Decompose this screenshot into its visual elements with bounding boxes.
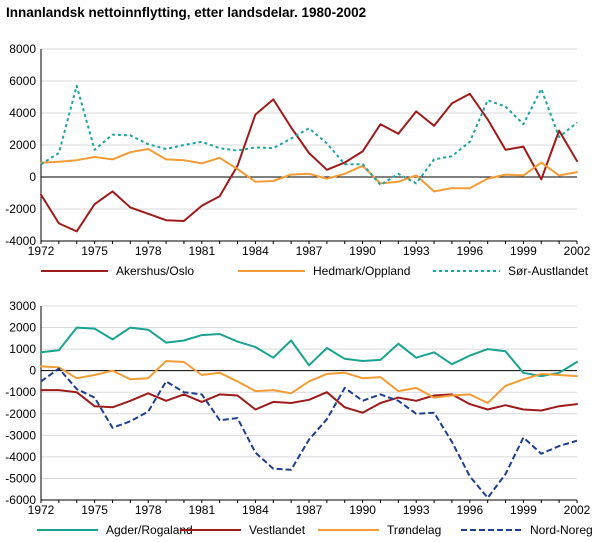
legend-label: Nord-Noreg <box>530 523 593 537</box>
chart-top-akershus-hedmark-sorlandet: -4000 -2000 0 2000 4000 6000 8000 1972 1975 1978 1… <box>5 42 590 278</box>
x-tick-label: 1984 <box>242 244 269 258</box>
x-tick-label: 1972 <box>28 503 55 517</box>
legend-label: Agder/Rogaland <box>106 523 193 537</box>
y-tick-label: -3000 <box>5 428 36 442</box>
legend-label: Hedmark/Oppland <box>313 264 410 278</box>
y-tick-label: -2000 <box>5 202 36 216</box>
x-tick-label: 1975 <box>81 503 108 517</box>
series-line-agder-rogaland <box>40 326 578 378</box>
x-tick-label: 1999 <box>510 503 537 517</box>
y-tick-label: -5000 <box>5 471 36 485</box>
y-tick-label: 6000 <box>9 74 36 88</box>
x-tick-label: 1993 <box>403 244 430 258</box>
y-tick-label: 1000 <box>9 342 36 356</box>
y-tick-label: 0 <box>29 170 36 184</box>
legend-label: Trøndelag <box>387 523 441 537</box>
legend-label: Akershus/Oslo <box>116 264 194 278</box>
x-tick-label: 1999 <box>510 244 537 258</box>
series-line-akershus-oslo <box>40 92 578 233</box>
series-line-s-r-austlandet <box>40 84 578 186</box>
x-tick-label: 1990 <box>349 244 376 258</box>
x-tick-label: 1996 <box>456 503 483 517</box>
y-tick-label: 8000 <box>9 42 36 56</box>
y-tick-label: 0 <box>29 364 36 378</box>
y-tick-label: -4000 <box>5 234 36 248</box>
x-tick-label: 1978 <box>135 503 162 517</box>
x-tick-label: 1990 <box>349 503 376 517</box>
series-line-hedmark-oppland <box>40 148 578 193</box>
x-tick-label: 2002 <box>564 244 591 258</box>
chart-title: Innanlandsk nettoinnflytting, etter land… <box>6 5 367 20</box>
series-line-tr-ndelag <box>40 360 578 404</box>
y-tick-label: 4000 <box>9 106 36 120</box>
x-tick-label: 1981 <box>188 503 215 517</box>
y-tick-label: -4000 <box>5 450 36 464</box>
legend-label: Vestlandet <box>249 523 306 537</box>
x-tick-label: 1987 <box>296 503 323 517</box>
x-tick-label: 1972 <box>28 244 55 258</box>
series-line-vestlandet <box>40 389 578 414</box>
y-tick-label: 2000 <box>9 138 36 152</box>
x-tick-label: 1981 <box>188 244 215 258</box>
x-tick-label: 1996 <box>456 244 483 258</box>
x-tick-label: 1993 <box>403 503 430 517</box>
y-tick-label: -2000 <box>5 407 36 421</box>
y-tick-label: 2000 <box>9 321 36 335</box>
x-tick-label: 1975 <box>81 244 108 258</box>
series-line-nord-noreg <box>40 367 578 499</box>
legend-label: Sør-Austlandet <box>508 264 589 278</box>
x-tick-label: 1978 <box>135 244 162 258</box>
x-tick-label: 2002 <box>564 503 591 517</box>
y-tick-label: -6000 <box>5 493 36 507</box>
x-tick-label: 1987 <box>296 244 323 258</box>
y-tick-label: 3000 <box>9 299 36 313</box>
y-tick-label: -1000 <box>5 385 36 399</box>
x-tick-label: 1984 <box>242 503 269 517</box>
chart-bottom-agder-vestlandet-trondelag-nordnoreg: -6000 -5000 -4000 -3000 -2000 -1000 0 1000 2000 3… <box>5 299 592 537</box>
